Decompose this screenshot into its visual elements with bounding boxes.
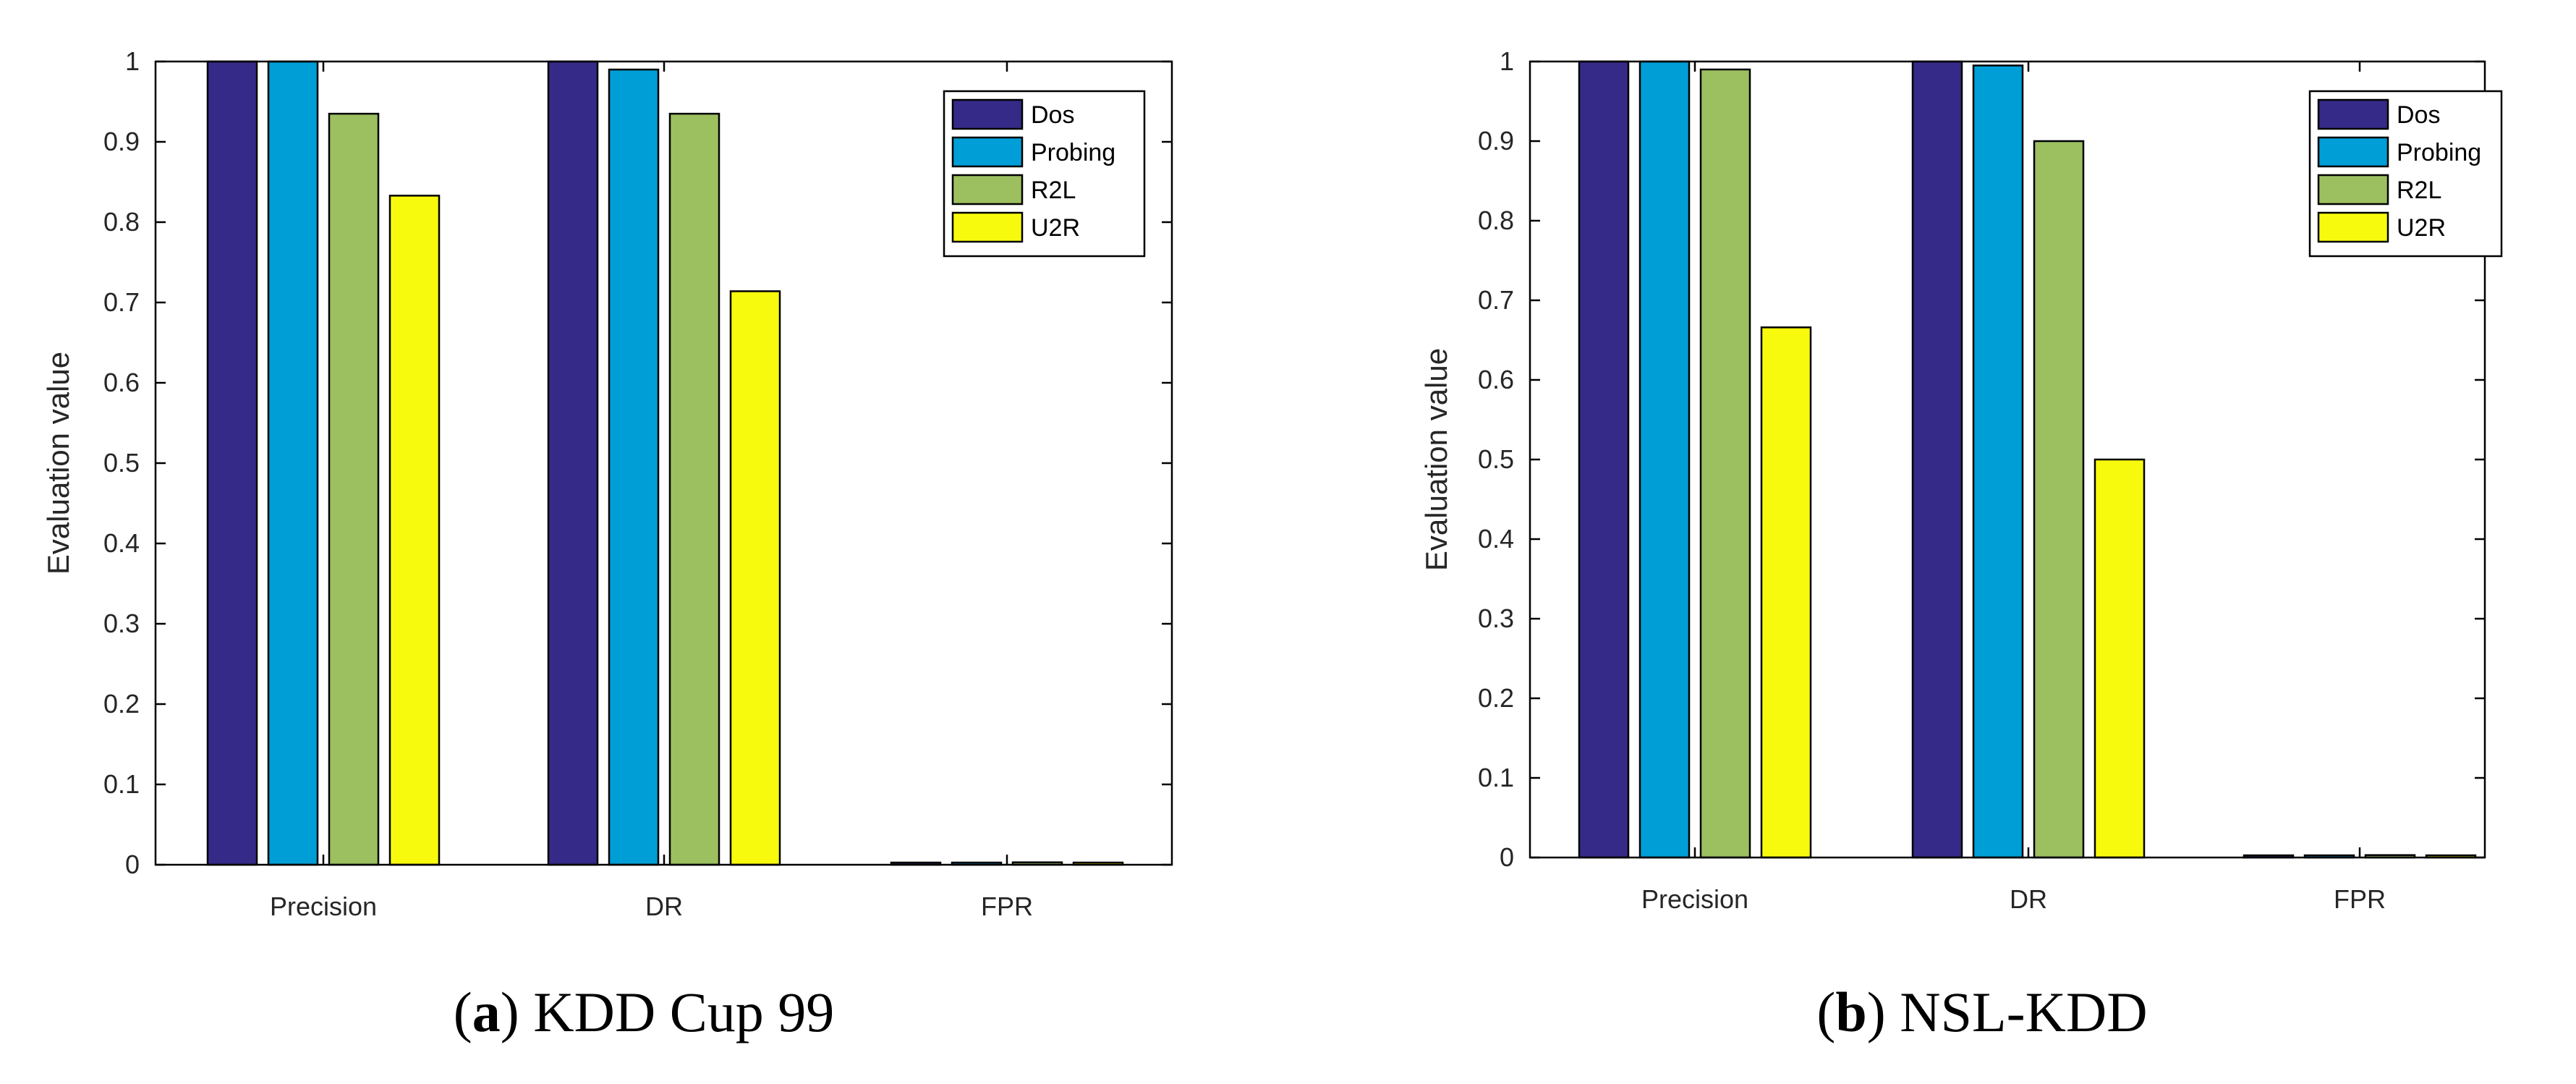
y-tick-label: 0.3 bbox=[1478, 604, 1514, 633]
bar-probing-precision bbox=[267, 60, 319, 866]
bar-u2r-precision bbox=[388, 195, 441, 866]
bar-dos-dr bbox=[1911, 60, 1963, 859]
y-tick-label: 0.8 bbox=[1478, 206, 1514, 235]
y-tick-label: 0.1 bbox=[1478, 763, 1514, 792]
y-tick-label: 0.7 bbox=[103, 287, 140, 317]
caption-letter: a bbox=[472, 981, 501, 1043]
caption-text: ) NSL-KDD bbox=[1867, 981, 2148, 1043]
legend-label-probing: Probing bbox=[1031, 139, 1115, 166]
y-axis-label: Evaluation value bbox=[1419, 348, 1453, 571]
bar-probing-dr bbox=[608, 68, 660, 866]
legend: Dos Probing R2L U2R bbox=[943, 90, 1146, 258]
legend-swatch-dos bbox=[951, 98, 1024, 130]
bar-probing-precision bbox=[1638, 60, 1691, 859]
caption-letter: b bbox=[1835, 981, 1866, 1043]
legend-label-u2r: U2R bbox=[2397, 214, 2446, 242]
bar-dos-precision bbox=[1578, 60, 1630, 859]
y-tick-label: 0.5 bbox=[1478, 444, 1514, 474]
chart-caption: (a) KDD Cup 99 bbox=[454, 981, 834, 1043]
chart-2: 0 0.1 0.2 0.3 0.4 0.5 0.6 0.7 0.8 0.9 1 Precision DR… bbox=[1419, 46, 2503, 1043]
chart-1: 0 0.1 0.2 0.3 0.4 0.5 0.6 0.7 0.8 0.9 1 Precision DR… bbox=[41, 46, 1173, 1043]
legend-label-r2l: R2L bbox=[2397, 177, 2441, 204]
legend-label-dos: Dos bbox=[2397, 101, 2440, 129]
legend-swatch-probing bbox=[951, 136, 1024, 168]
chart-caption: (b) NSL-KDD bbox=[1816, 981, 2147, 1043]
bar-r2l-precision bbox=[1699, 68, 1751, 859]
y-tick-label: 1 bbox=[125, 46, 140, 76]
legend-swatch-r2l bbox=[951, 174, 1024, 206]
caption-text: ) KDD Cup 99 bbox=[501, 981, 835, 1043]
x-tick-label-dr: DR bbox=[2010, 884, 2047, 914]
legend: Dos Probing R2L U2R bbox=[2308, 90, 2503, 258]
y-tick-label: 0.4 bbox=[1478, 524, 1514, 554]
legend-swatch-r2l bbox=[2317, 174, 2389, 206]
legend-label-probing: Probing bbox=[2397, 139, 2481, 166]
y-tick-label: 0.6 bbox=[1478, 365, 1514, 394]
x-tick-label-fpr: FPR bbox=[2334, 884, 2386, 914]
bar-dos-precision bbox=[206, 60, 258, 866]
x-tick-label-dr: DR bbox=[645, 892, 683, 921]
y-tick-label: 0 bbox=[125, 850, 140, 879]
x-tick-label-fpr: FPR bbox=[981, 892, 1033, 921]
legend-label-u2r: U2R bbox=[1031, 214, 1080, 242]
y-tick-label: 0.3 bbox=[103, 609, 140, 638]
bar-dos-dr bbox=[547, 60, 599, 866]
y-tick-label: 0.1 bbox=[103, 769, 140, 799]
bar-r2l-dr bbox=[668, 112, 720, 866]
y-tick-label: 0.9 bbox=[1478, 126, 1514, 156]
legend-swatch-probing bbox=[2317, 136, 2389, 168]
y-tick-label: 1 bbox=[1500, 46, 1514, 76]
legend-swatch-u2r bbox=[2317, 211, 2389, 243]
y-tick-label: 0.2 bbox=[103, 689, 140, 719]
y-tick-label: 0.6 bbox=[103, 368, 140, 397]
y-tick-label: 0.2 bbox=[1478, 683, 1514, 713]
legend-swatch-dos bbox=[2317, 98, 2389, 130]
y-tick-label: 0.4 bbox=[103, 528, 140, 558]
bar-r2l-dr bbox=[2033, 140, 2085, 859]
legend-swatch-u2r bbox=[951, 211, 1024, 243]
y-axis-label: Evaluation value bbox=[41, 352, 75, 575]
y-tick-label: 0 bbox=[1500, 842, 1514, 872]
y-tick-label: 0.8 bbox=[103, 207, 140, 237]
caption-prefix: ( bbox=[1816, 981, 1835, 1043]
bar-r2l-precision bbox=[328, 112, 380, 866]
bar-u2r-precision bbox=[1760, 326, 1812, 859]
bar-u2r-dr bbox=[729, 290, 781, 866]
legend-label-r2l: R2L bbox=[1031, 177, 1076, 204]
x-tick-label-precision: Precision bbox=[270, 892, 377, 921]
caption-prefix: ( bbox=[454, 981, 472, 1043]
y-tick-label: 0.9 bbox=[103, 127, 140, 156]
y-tick-label: 0.5 bbox=[103, 448, 140, 478]
legend-label-dos: Dos bbox=[1031, 101, 1074, 129]
x-tick-label-precision: Precision bbox=[1641, 884, 1748, 914]
y-tick-label: 0.7 bbox=[1478, 285, 1514, 315]
bar-probing-dr bbox=[1972, 64, 2024, 859]
bar-u2r-dr bbox=[2093, 458, 2146, 859]
